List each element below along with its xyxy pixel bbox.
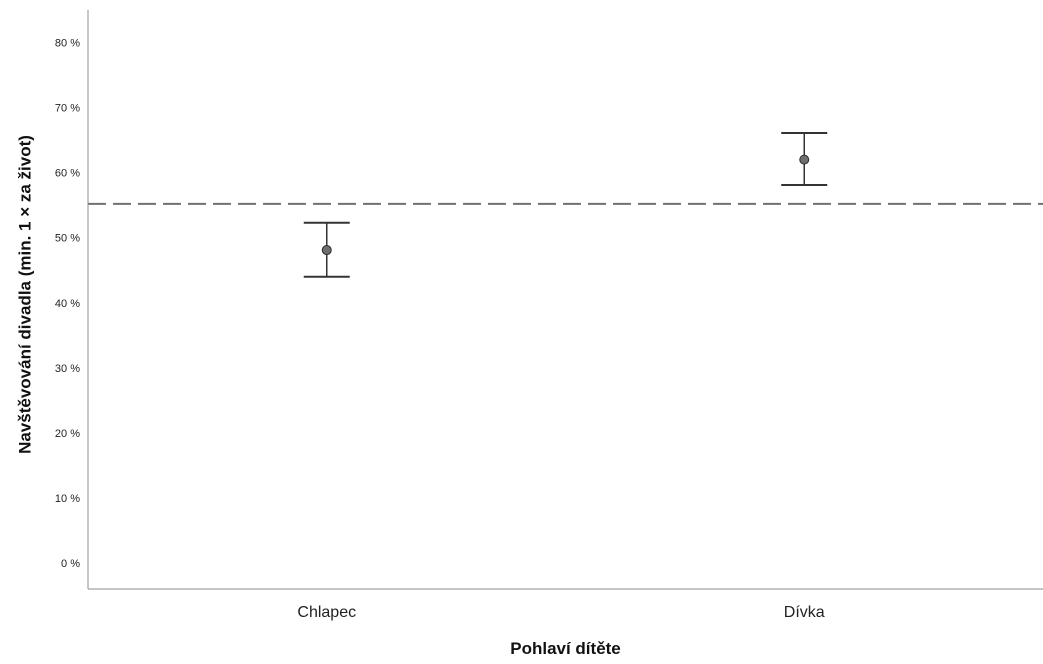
x-axis-title: Pohlaví dítěte [510,639,621,658]
data-marks [303,131,828,278]
y-tick-label: 70 % [55,103,80,115]
y-tick-label: 40 % [55,298,80,310]
y-tick-label: 50 % [55,233,80,245]
y-tick-label: 20 % [55,428,80,440]
y-tick-label: 80 % [55,38,80,50]
data-point [799,154,810,165]
y-axis-ticks: 0 % 10 % 20 % 30 % 40 % 50 % 60 % 70 % 80 % [55,38,80,570]
y-axis-title: Navštěvování divadla (min. 1 × za život) [15,135,34,454]
y-tick-label: 60 % [55,168,80,180]
y-tick-label: 10 % [55,493,80,505]
x-tick-label: Dívka [784,604,825,621]
x-tick-label: Chlapec [297,604,356,621]
x-axis-ticks: Chlapec Dívka [297,604,824,621]
data-point [321,245,332,256]
y-tick-label: 0 % [61,558,80,570]
y-tick-label: 30 % [55,363,80,375]
axes [87,10,1043,590]
